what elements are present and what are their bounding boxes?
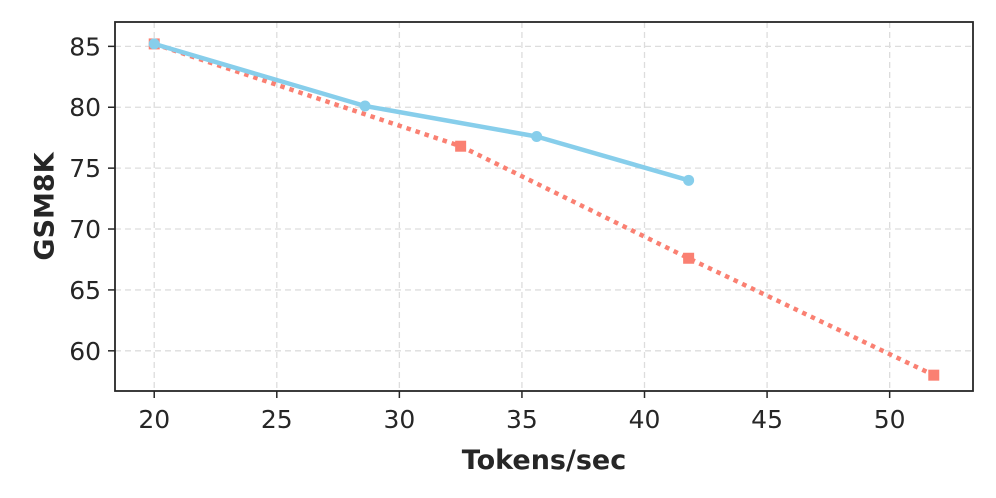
grid bbox=[115, 22, 973, 391]
y-tick-label: 75 bbox=[69, 154, 101, 183]
series-1-point bbox=[531, 130, 543, 142]
y-tick-label: 70 bbox=[69, 215, 101, 244]
x-tick-label: 30 bbox=[383, 405, 415, 434]
ticks: 20 25 30 35 40 45 50 60 65 70 75 80 85 bbox=[69, 32, 905, 434]
x-axis-title: Tokens/sec bbox=[462, 445, 626, 476]
series-1-point bbox=[359, 100, 371, 112]
x-tick-label: 20 bbox=[138, 405, 170, 434]
y-tick-label: 85 bbox=[69, 32, 101, 61]
series-2-line bbox=[153, 41, 935, 378]
y-tick-label: 80 bbox=[69, 93, 101, 122]
series-1-point bbox=[683, 174, 695, 186]
series-1-point bbox=[148, 38, 160, 50]
y-axis-title: GSM8K bbox=[30, 151, 61, 260]
x-tick-label: 40 bbox=[629, 405, 661, 434]
series-1-line bbox=[151, 41, 691, 183]
x-tick-label: 25 bbox=[261, 405, 293, 434]
x-tick-label: 35 bbox=[506, 405, 538, 434]
series-2-point bbox=[683, 252, 695, 264]
y-tick-label: 60 bbox=[69, 337, 101, 366]
x-tick-label: 45 bbox=[751, 405, 783, 434]
plot-frame bbox=[114, 21, 974, 392]
x-tick-label: 50 bbox=[874, 405, 906, 434]
series-2-point bbox=[928, 369, 940, 381]
series-2-point bbox=[455, 140, 467, 152]
y-tick-label: 65 bbox=[69, 276, 101, 305]
series-layer bbox=[148, 38, 940, 381]
